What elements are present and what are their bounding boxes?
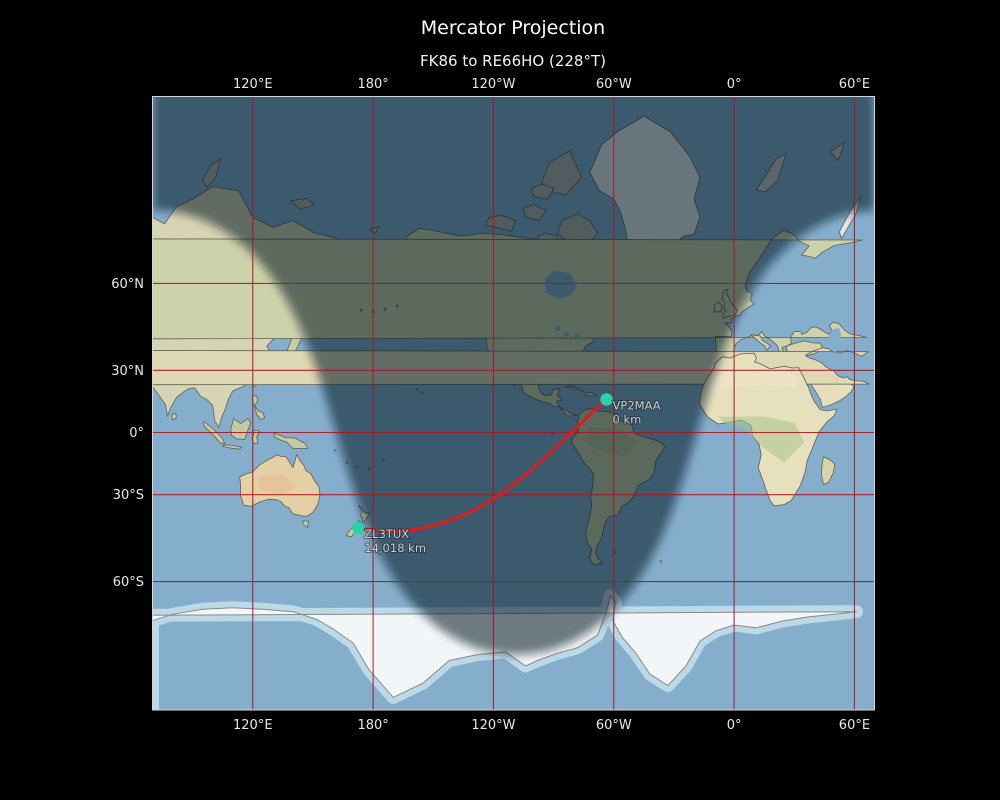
station-marker xyxy=(600,393,613,406)
station-marker xyxy=(352,521,365,535)
x-tick-label-top: 180° xyxy=(357,77,388,92)
landmass xyxy=(821,456,836,485)
landmass xyxy=(230,418,252,440)
axis-tick-labels: 120°E 120°E 180° 180° 120°W 120°W 60°W 60°W 0° 0°… xyxy=(111,77,870,733)
y-tick-label: 30°S xyxy=(113,488,144,503)
x-tick-label-top: 120°W xyxy=(471,77,515,92)
landmass xyxy=(302,520,309,528)
forest-tint xyxy=(718,416,805,463)
station-callsign-label: VP2MAA xyxy=(613,398,661,412)
x-tick-label-top: 0° xyxy=(727,77,742,92)
station-callsign-label: ZL3TUX xyxy=(364,527,409,541)
map-frame xyxy=(152,96,875,711)
y-tick-label: 60°N xyxy=(111,277,144,292)
desert-tint xyxy=(710,368,801,393)
x-tick-label-bottom: 120°E xyxy=(233,718,273,733)
figure-subtitle: FK86 to RE66HO (228°T) xyxy=(420,52,606,70)
y-tick-label: 30°N xyxy=(111,364,144,379)
landmass xyxy=(749,334,771,351)
x-tick-label-bottom: 120°W xyxy=(471,718,515,733)
y-tick-label: 60°S xyxy=(113,575,144,590)
island-speck xyxy=(333,448,337,452)
landmass xyxy=(222,444,243,450)
night-overlay xyxy=(152,96,875,655)
x-tick-label-bottom: 0° xyxy=(727,718,742,733)
great-circle-path xyxy=(356,397,609,533)
y-tick-label: 0° xyxy=(129,426,144,441)
island-speck xyxy=(659,559,663,563)
figure-title: Mercator Projection xyxy=(421,17,605,39)
landmass xyxy=(171,413,177,421)
x-tick-label-bottom: 60°W xyxy=(596,718,632,733)
x-tick-label-top: 60°W xyxy=(596,77,632,92)
map-area xyxy=(152,96,875,710)
outback-tint xyxy=(256,475,297,495)
landmass-antarctica xyxy=(152,594,857,710)
station-distance-label: 0 km xyxy=(613,412,642,426)
caspian-sea xyxy=(828,327,841,353)
x-tick-label-top: 120°E xyxy=(233,77,273,92)
x-tick-label-bottom: 60°E xyxy=(839,718,870,733)
x-tick-label-bottom: 180° xyxy=(357,718,388,733)
landmass xyxy=(273,433,309,449)
landmass xyxy=(252,394,266,420)
x-tick-label-top: 60°E xyxy=(839,77,870,92)
station-distance-label: 14,018 km xyxy=(364,541,426,555)
